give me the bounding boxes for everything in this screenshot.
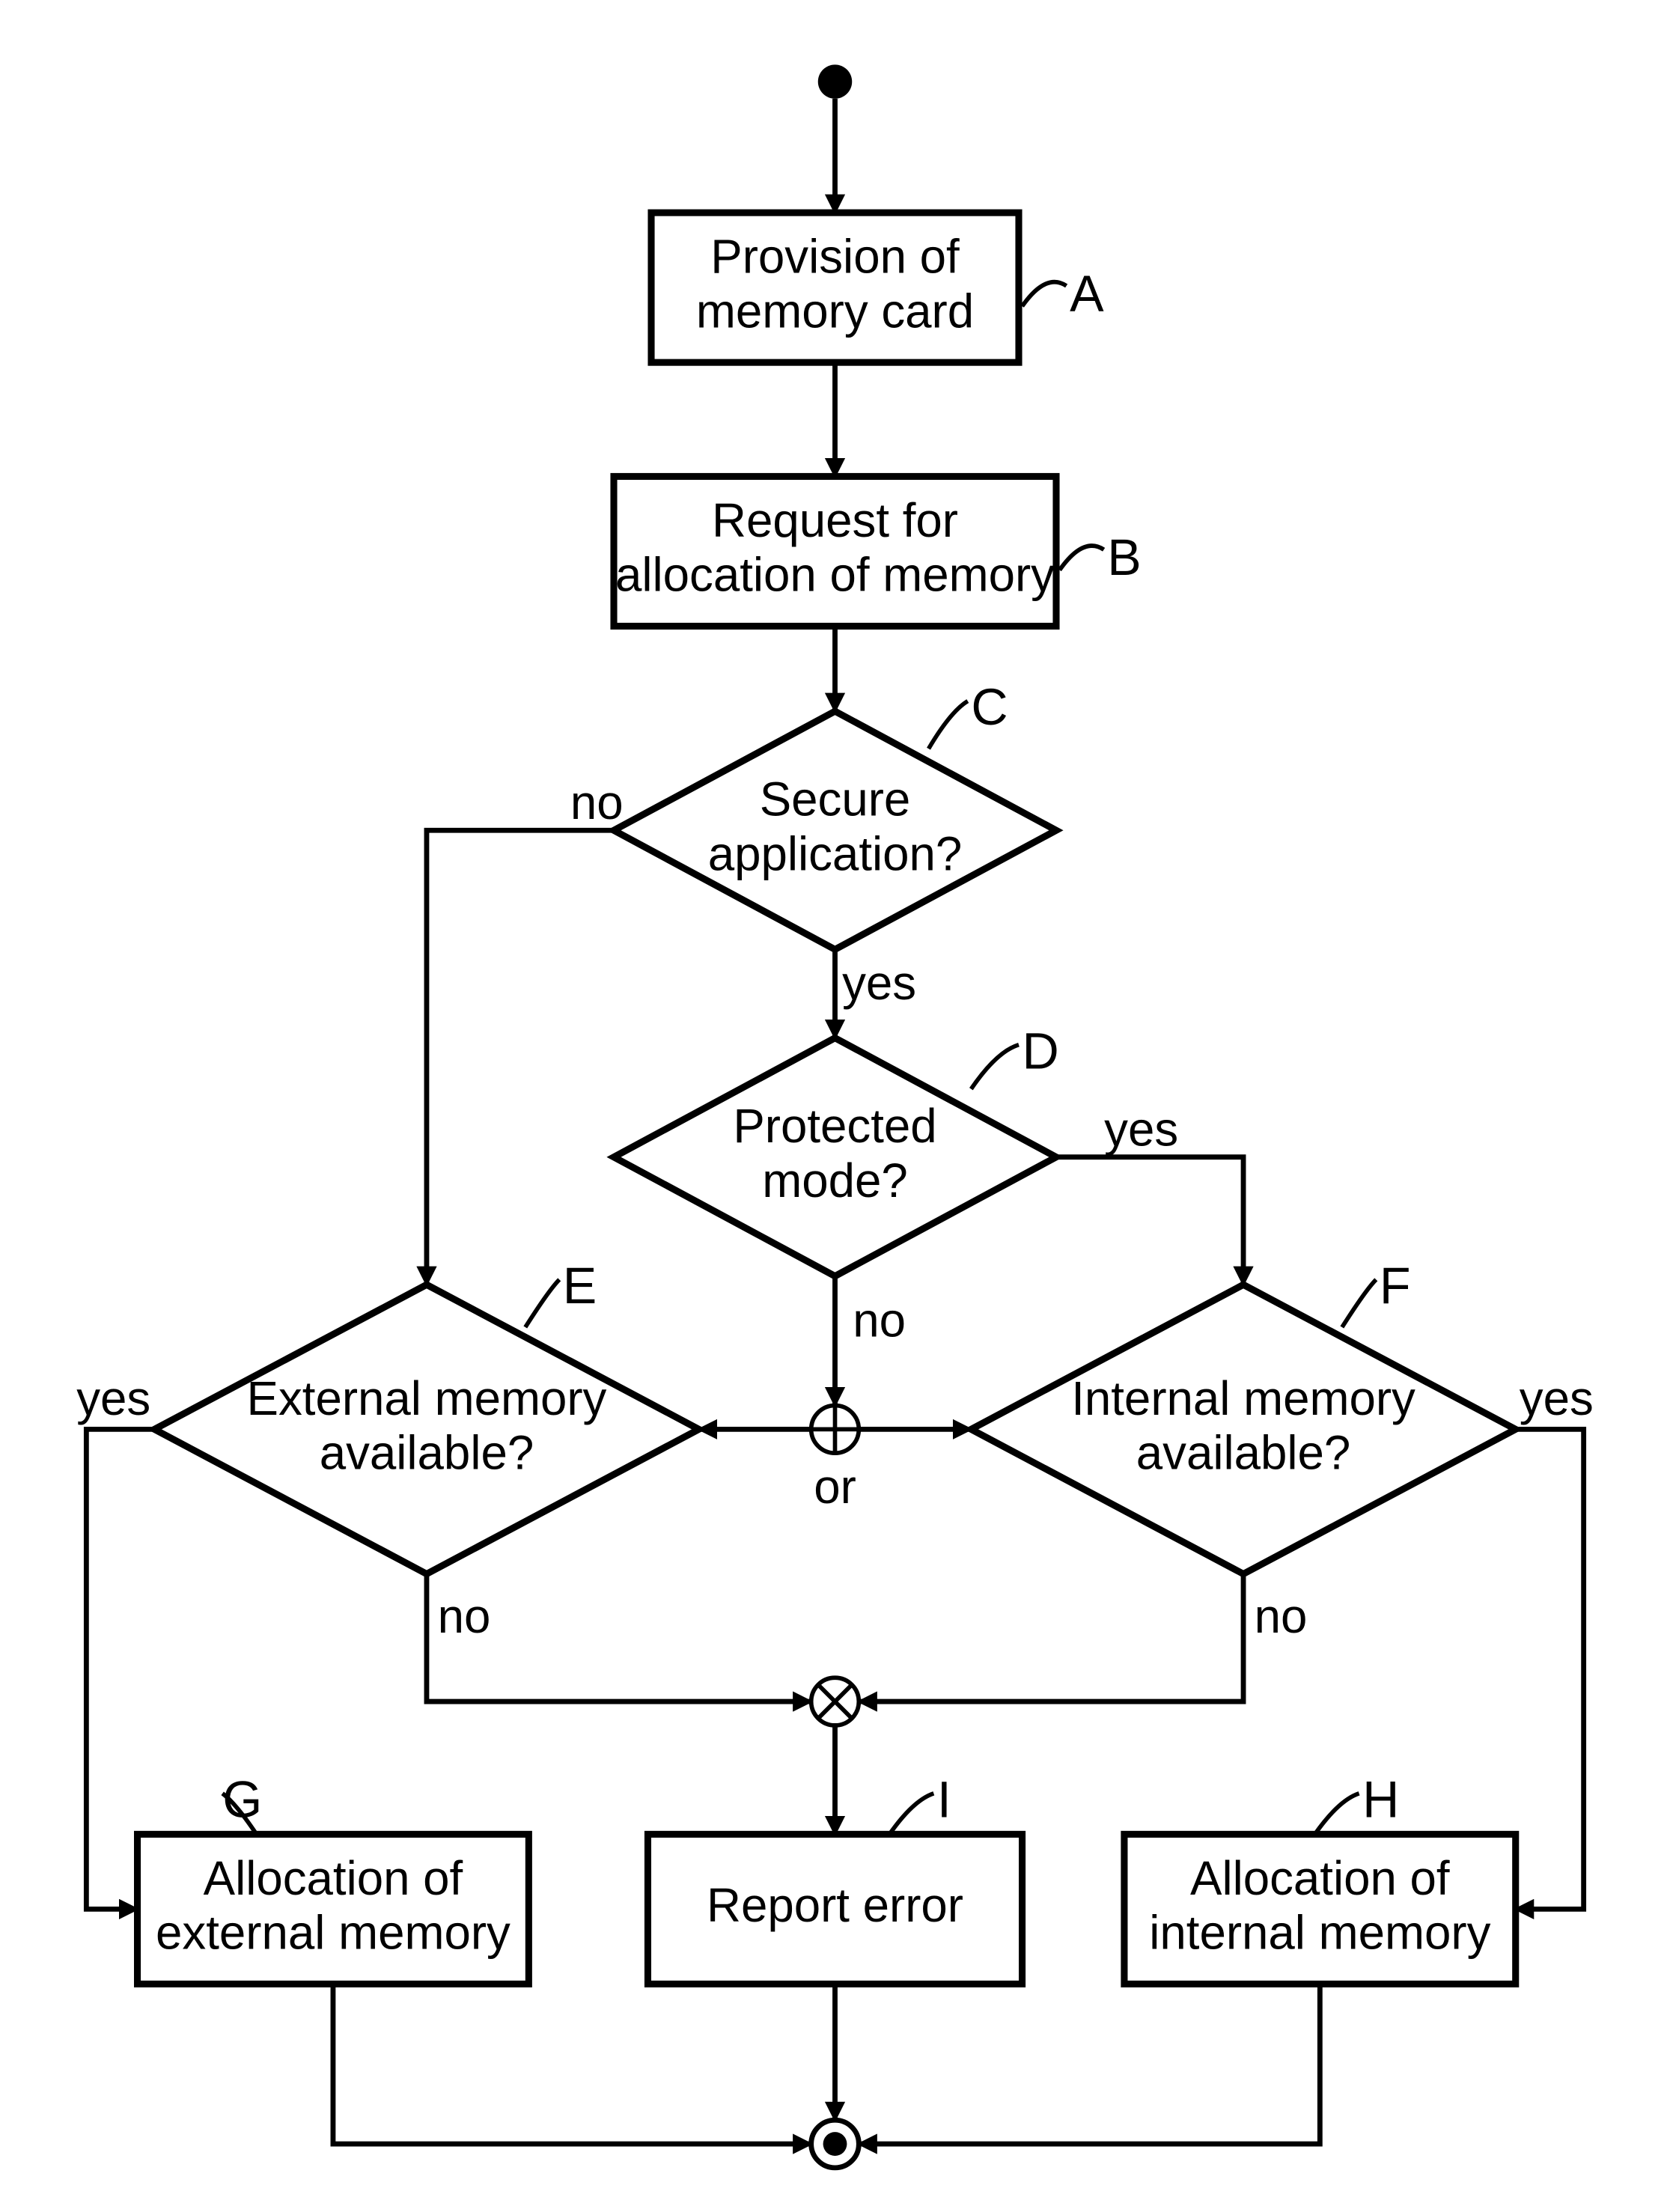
node-text: available? [1136, 1427, 1351, 1480]
edge-label: yes [1520, 1372, 1594, 1425]
edge-label: yes [842, 957, 916, 1010]
node-text: Secure [760, 773, 911, 826]
node-text: External memory [247, 1372, 607, 1425]
node-text: Allocation of [204, 1852, 463, 1905]
node-E: External memoryavailable? E [154, 1258, 698, 1574]
edge-label: no [570, 776, 624, 829]
node-id-label: D [1023, 1023, 1059, 1079]
node-id-label: G [222, 1771, 262, 1828]
label-connector [889, 1794, 933, 1835]
node-text: internal memory [1149, 1907, 1490, 1960]
node-text: external memory [156, 1907, 511, 1960]
node-H: Allocation ofinternal memory H [1124, 1771, 1516, 1984]
node-id-label: A [1070, 266, 1104, 323]
edge-label: no [438, 1590, 491, 1643]
node-D: Protectedmode? D [614, 1023, 1059, 1276]
node-start [818, 64, 852, 98]
edge [1516, 1429, 1584, 1909]
edge [1056, 1157, 1243, 1285]
node-or: or [811, 1406, 859, 1514]
node-text: available? [320, 1427, 534, 1480]
label-connector [525, 1279, 559, 1327]
label-connector [1315, 1794, 1359, 1835]
node-end [811, 2120, 859, 2168]
node-text: Allocation of [1190, 1852, 1450, 1905]
label-connector [971, 1045, 1019, 1089]
edge-label: yes [76, 1372, 150, 1425]
node-text: memory card [696, 284, 974, 338]
node-A: Provision ofmemory card A [651, 213, 1104, 362]
node-text: Provision of [710, 231, 960, 284]
node-text: application? [708, 827, 963, 880]
edge [427, 830, 614, 1285]
edge [859, 1984, 1320, 2144]
node-id-label: F [1380, 1258, 1411, 1314]
node-text: Request for [712, 494, 958, 547]
node-id-label: I [937, 1771, 951, 1828]
label-connector [929, 701, 968, 749]
label-connector [1342, 1279, 1376, 1327]
edge [859, 1574, 1243, 1701]
node-text: Internal memory [1071, 1372, 1415, 1425]
or-label: or [814, 1460, 856, 1514]
nodes-layer: Provision ofmemory card A Request foralloc… [138, 64, 1516, 2168]
node-id-label: H [1362, 1771, 1399, 1828]
node-merge [811, 1678, 859, 1725]
node-C: Secureapplication? C [614, 679, 1056, 949]
label-connector [1060, 546, 1104, 570]
node-id-label: C [971, 679, 1008, 736]
node-text: Report error [707, 1879, 963, 1932]
start-icon [818, 64, 852, 98]
node-F: Internal memoryavailable? F [971, 1258, 1515, 1574]
end-icon-inner [823, 2132, 847, 2156]
node-id-label: B [1107, 529, 1141, 586]
node-B: Request forallocation of memory B [614, 476, 1142, 626]
node-G: Allocation ofexternal memory G [138, 1771, 529, 1984]
edge-label: yes [1104, 1103, 1178, 1157]
edge-label: no [853, 1294, 906, 1347]
edge [333, 1984, 811, 2144]
node-id-label: E [563, 1258, 597, 1314]
node-text: Protected [733, 1100, 936, 1153]
node-text: allocation of memory [615, 549, 1055, 602]
edge-label: no [1255, 1590, 1308, 1643]
label-connector [1023, 282, 1067, 306]
node-text: mode? [762, 1154, 908, 1207]
